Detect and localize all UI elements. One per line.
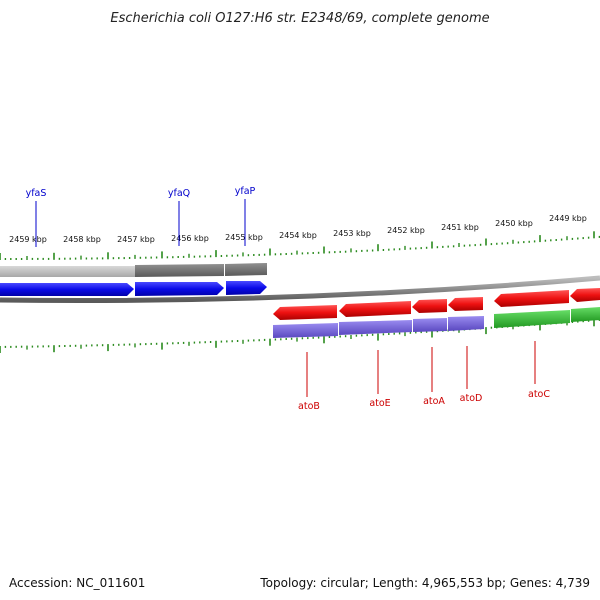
- gene-arrow[interactable]: [0, 283, 134, 296]
- gene-label[interactable]: atoD: [460, 393, 483, 404]
- forward-strand-shade-track: [0, 263, 267, 277]
- gene-label-group[interactable]: atoE: [369, 350, 391, 409]
- gene-arrow[interactable]: [448, 297, 483, 311]
- track-segment: [135, 264, 224, 277]
- gene-label-group[interactable]: atoD: [460, 346, 483, 404]
- scale-label: 2455 kbp: [225, 233, 263, 242]
- gene-label-group[interactable]: yfaP: [235, 186, 256, 246]
- forward-gene-labels: yfaS yfaQ yfaP: [26, 186, 256, 247]
- scale-label: 2450 kbp: [495, 219, 533, 228]
- scale-label: 2454 kbp: [279, 231, 317, 240]
- reverse-gene-labels: atoB atoE atoA atoD atoC: [298, 341, 550, 412]
- track-segment: [413, 318, 447, 332]
- gene-label[interactable]: atoB: [298, 401, 320, 412]
- gene-label[interactable]: atoE: [369, 398, 390, 409]
- gene-label[interactable]: atoA: [423, 396, 445, 407]
- gene-arrow[interactable]: [494, 290, 569, 307]
- track-segment: [225, 263, 267, 276]
- genome-summary-text: Topology: circular; Length: 4,965,553 bp…: [260, 576, 590, 590]
- gene-label[interactable]: yfaS: [26, 188, 47, 199]
- gene-label[interactable]: atoC: [528, 389, 550, 400]
- scale-label: 2453 kbp: [333, 229, 371, 238]
- gene-arrow[interactable]: [339, 301, 411, 317]
- track-segment: [273, 323, 338, 338]
- scale-label: 2459 kbp: [9, 235, 47, 244]
- reverse-strand-shade-track: [273, 307, 600, 338]
- forward-strand-genes: [0, 281, 267, 296]
- scale-label: 2456 kbp: [171, 234, 209, 243]
- scale-ticks-upper: [0, 231, 600, 260]
- gene-label-group[interactable]: yfaQ: [168, 188, 190, 246]
- genome-backbone: [0, 275, 600, 304]
- gene-arrow[interactable]: [273, 305, 337, 320]
- gene-label-group[interactable]: atoB: [298, 352, 320, 412]
- track-segment: [571, 307, 600, 322]
- scale-label: 2458 kbp: [63, 235, 101, 244]
- gene-arrow[interactable]: [226, 281, 267, 295]
- track-segment: [0, 266, 135, 277]
- scale-label: 2452 kbp: [387, 226, 425, 235]
- gene-label[interactable]: yfaQ: [168, 188, 190, 199]
- map-title: Escherichia coli O127:H6 str. E2348/69, …: [110, 11, 489, 26]
- gene-label[interactable]: yfaP: [235, 186, 256, 197]
- accession-text: Accession: NC_011601: [9, 576, 146, 590]
- gene-arrow[interactable]: [570, 288, 600, 302]
- gene-label-group[interactable]: yfaS: [26, 188, 47, 247]
- reverse-strand-genes: [273, 288, 600, 320]
- scale-label: 2457 kbp: [117, 235, 155, 244]
- gene-arrow[interactable]: [135, 282, 224, 296]
- track-segment: [339, 320, 412, 335]
- scale-label: 2449 kbp: [549, 214, 587, 223]
- scale-label: 2451 kbp: [441, 223, 479, 232]
- gene-label-group[interactable]: atoA: [423, 347, 445, 407]
- gene-arrow[interactable]: [412, 299, 447, 313]
- gene-label-group[interactable]: atoC: [528, 341, 550, 400]
- track-segment: [448, 316, 484, 331]
- track-segment: [494, 310, 570, 328]
- scale-labels: 2459 kbp 2458 kbp 2457 kbp 2456 kbp 2455…: [9, 214, 587, 244]
